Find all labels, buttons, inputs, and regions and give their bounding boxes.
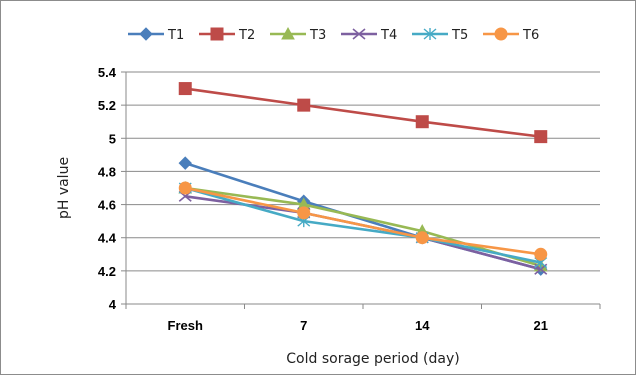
x-tick-label: 7 — [300, 318, 307, 333]
legend-label: T1 — [167, 28, 184, 43]
data-point — [178, 156, 192, 170]
series-line — [184, 186, 541, 256]
y-tick-label: 4.2 — [98, 264, 116, 279]
legend-item-t2: T2 — [199, 27, 255, 43]
data-point — [534, 247, 548, 261]
data-point — [178, 82, 192, 96]
legend-marker — [494, 27, 508, 41]
series-t6 — [178, 181, 548, 261]
data-point — [415, 231, 429, 245]
data-point — [297, 206, 311, 220]
legend-marker — [139, 27, 153, 41]
y-tick-label: 5.4 — [98, 65, 117, 80]
data-point — [297, 98, 311, 112]
x-axis-title: Cold sorage period (day) — [286, 351, 459, 367]
data-point — [415, 115, 429, 129]
y-axis-title: pH value — [56, 157, 72, 219]
y-tick-label: 4 — [109, 297, 117, 312]
legend: T1 T2 T3 T4 T5 T6 — [128, 26, 539, 43]
y-tick-label: 4.4 — [98, 231, 117, 246]
legend-marker — [210, 27, 224, 41]
gridlines — [126, 71, 600, 272]
series-line — [184, 186, 542, 264]
data-point — [178, 181, 192, 195]
legend-label: T3 — [309, 28, 326, 43]
x-tick-label: 21 — [534, 318, 548, 333]
legend-marker — [352, 28, 366, 40]
legend-label: T2 — [238, 28, 255, 43]
legend-item-t6: T6 — [483, 27, 539, 43]
series-t2 — [178, 82, 548, 144]
legend-label: T6 — [522, 28, 539, 43]
legend-marker — [281, 26, 295, 40]
series-line — [185, 194, 542, 271]
legend-item-t3: T3 — [270, 26, 326, 43]
y-tick-label: 5 — [109, 131, 116, 146]
series-t4 — [178, 190, 548, 275]
series-line — [184, 161, 542, 271]
axes: 4 4.2 4.4 4.6 4.8 5 5.2 5.4 Fresh 7 14 21 — [98, 65, 601, 333]
series-line — [185, 186, 542, 268]
legend-item-t4: T4 — [341, 28, 397, 43]
series-line — [185, 87, 541, 138]
y-tick-label: 5.2 — [98, 98, 116, 113]
x-tick-label: 14 — [415, 318, 430, 333]
legend-item-t1: T1 — [128, 27, 184, 43]
legend-label: T4 — [380, 28, 397, 43]
legend-item-t5: T5 — [412, 28, 468, 43]
y-tick-label: 4.6 — [98, 198, 116, 213]
x-tick-label: Fresh — [168, 318, 203, 333]
series-lines — [178, 82, 548, 276]
data-point — [534, 130, 548, 144]
legend-marker — [423, 28, 437, 40]
legend-label: T5 — [451, 28, 468, 43]
y-tick-label: 4.8 — [98, 164, 116, 179]
